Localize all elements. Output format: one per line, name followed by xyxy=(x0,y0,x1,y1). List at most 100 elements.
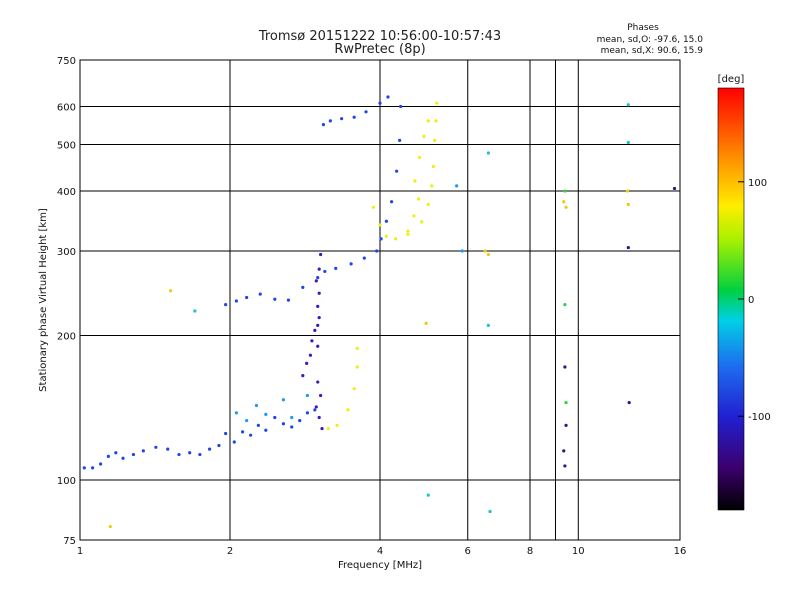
x-tick-label: 16 xyxy=(674,546,687,557)
data-point xyxy=(106,454,110,459)
x-tick-label: 2 xyxy=(227,546,233,557)
data-point xyxy=(326,426,330,431)
y-tick-label: 300 xyxy=(57,247,76,258)
data-point xyxy=(364,110,368,114)
data-point xyxy=(308,353,313,357)
data-point xyxy=(316,380,320,384)
data-point xyxy=(316,323,320,327)
data-point xyxy=(378,223,382,227)
data-point xyxy=(254,403,259,408)
data-point xyxy=(563,189,567,193)
data-point xyxy=(412,214,416,218)
data-point xyxy=(310,339,314,343)
data-point xyxy=(264,412,268,417)
data-point xyxy=(426,119,430,123)
data-point xyxy=(395,169,399,173)
data-point xyxy=(417,155,422,160)
y-tick-label: 750 xyxy=(57,56,76,67)
data-point xyxy=(305,361,309,365)
data-point xyxy=(483,249,487,253)
data-point xyxy=(290,415,294,420)
data-point xyxy=(301,285,305,289)
data-point xyxy=(273,297,277,301)
data-point xyxy=(413,179,417,183)
data-point xyxy=(488,509,492,514)
data-point xyxy=(91,466,95,470)
data-point xyxy=(626,245,630,250)
data-point xyxy=(290,425,294,429)
data-point xyxy=(314,279,318,283)
y-axis-label: Stationary phase Virtual Height [km] xyxy=(38,208,49,392)
data-point xyxy=(486,151,490,155)
data-point xyxy=(108,524,112,529)
data-point xyxy=(177,452,181,457)
data-point xyxy=(317,291,321,295)
data-point xyxy=(234,299,238,303)
data-point xyxy=(286,298,291,302)
data-point xyxy=(198,452,202,457)
data-point xyxy=(431,164,436,169)
data-point xyxy=(313,408,317,412)
axis-ticks: 1 2 4 6 8 10 16 75 100 200 300 400 500 600 750 xyxy=(57,56,686,557)
data-point xyxy=(256,423,260,427)
data-point xyxy=(384,219,388,223)
colorbar-label: [deg] xyxy=(718,74,745,85)
data-point xyxy=(335,423,339,427)
data-point xyxy=(426,202,430,207)
data-point xyxy=(319,393,323,398)
data-point xyxy=(362,256,366,260)
data-point xyxy=(193,309,197,313)
data-point xyxy=(399,104,403,109)
data-point xyxy=(245,418,249,423)
data-point xyxy=(355,346,359,351)
data-point xyxy=(241,430,245,434)
data-point xyxy=(563,365,567,369)
data-point xyxy=(320,426,324,431)
data-point xyxy=(316,276,320,280)
data-point xyxy=(562,449,566,453)
data-point xyxy=(435,101,439,105)
data-point xyxy=(563,302,567,307)
data-point xyxy=(334,266,338,270)
data-point xyxy=(562,200,566,204)
data-point xyxy=(305,393,310,398)
y-tick-label: 600 xyxy=(57,103,76,114)
data-point xyxy=(313,328,317,332)
data-point xyxy=(434,119,438,123)
data-point xyxy=(389,200,394,204)
data-point xyxy=(386,95,390,99)
data-point xyxy=(264,428,268,432)
data-point xyxy=(564,400,568,405)
y-tick-label: 500 xyxy=(57,141,76,152)
grid-lines xyxy=(80,60,680,540)
data-point xyxy=(314,405,318,409)
data-point xyxy=(154,445,158,449)
chart-title: Tromsø 20151222 10:56:00-10:57:43 xyxy=(258,29,501,44)
data-point xyxy=(433,138,437,142)
data-point xyxy=(121,456,125,460)
data-point xyxy=(217,443,221,448)
data-point xyxy=(379,237,383,241)
data-point xyxy=(564,423,568,427)
data-point xyxy=(346,408,350,412)
data-point xyxy=(258,292,262,296)
data-point xyxy=(317,267,321,271)
data-point xyxy=(301,374,305,378)
data-point xyxy=(371,205,376,209)
data-point xyxy=(416,197,421,201)
x-tick-label: 1 xyxy=(77,546,83,557)
data-point xyxy=(273,415,277,420)
data-point xyxy=(340,117,344,121)
data-point xyxy=(672,186,677,191)
data-point xyxy=(384,234,388,238)
data-point xyxy=(626,202,630,207)
data-point xyxy=(281,422,286,426)
y-tick-label: 200 xyxy=(57,332,76,343)
data-point xyxy=(317,315,321,320)
data-point xyxy=(422,134,426,138)
data-point xyxy=(234,411,238,415)
data-point xyxy=(352,115,356,119)
data-point xyxy=(627,400,631,405)
data-point xyxy=(131,452,136,457)
